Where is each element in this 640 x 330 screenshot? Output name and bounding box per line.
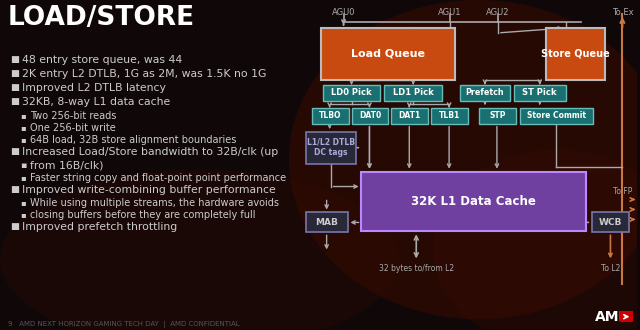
Bar (514, 85, 566, 101)
Text: One 256-bit write: One 256-bit write (30, 123, 116, 133)
Text: To Ex: To Ex (612, 8, 633, 17)
Text: LD0 Pick: LD0 Pick (332, 88, 372, 97)
Text: AGU0: AGU0 (332, 8, 355, 17)
Text: ST Pick: ST Pick (522, 88, 557, 97)
Text: LOAD/STORE: LOAD/STORE (8, 5, 195, 31)
Ellipse shape (0, 170, 398, 330)
Bar (391, 108, 428, 124)
Text: ■: ■ (10, 147, 19, 156)
Text: While using multiple streams, the hardware avoids: While using multiple streams, the hardwa… (30, 198, 279, 209)
Text: ■: ■ (10, 222, 19, 231)
Text: MAB: MAB (315, 218, 338, 227)
Text: ▪: ▪ (20, 123, 26, 132)
Text: LD1 Pick: LD1 Pick (393, 88, 434, 97)
Text: Improved prefetch throttling: Improved prefetch throttling (22, 222, 177, 232)
Bar (431, 108, 468, 124)
Text: ▪: ▪ (20, 111, 26, 120)
Text: closing buffers before they are completely full: closing buffers before they are complete… (30, 211, 255, 220)
Text: STP: STP (489, 111, 506, 120)
Bar (306, 132, 355, 164)
Text: 9   AMD NEXT HORIZON GAMING TECH DAY  |  AMD CONFIDENTIAL: 9 AMD NEXT HORIZON GAMING TECH DAY | AMD… (8, 321, 239, 328)
Text: DAT1: DAT1 (399, 111, 421, 120)
Text: ▪: ▪ (20, 198, 26, 208)
Text: ■: ■ (10, 97, 19, 106)
Text: Load Queue: Load Queue (351, 49, 425, 59)
Bar (520, 108, 593, 124)
Ellipse shape (289, 0, 640, 319)
Text: AGU2: AGU2 (486, 8, 509, 17)
Text: 32K L1 Data Cache: 32K L1 Data Cache (411, 195, 536, 208)
Text: TLBO: TLBO (319, 111, 341, 120)
Text: ▪: ▪ (20, 211, 26, 219)
Text: Increased Load/Store bandwidth to 32B/clk (up: Increased Load/Store bandwidth to 32B/cl… (22, 147, 278, 157)
Bar (312, 108, 349, 124)
Text: 32 bytes to/from L2: 32 bytes to/from L2 (379, 264, 454, 273)
Bar (479, 108, 516, 124)
Bar (460, 85, 510, 101)
Text: ▪: ▪ (20, 161, 26, 170)
Text: 32KB, 8-way L1 data cache: 32KB, 8-way L1 data cache (22, 97, 170, 107)
Bar (306, 213, 348, 232)
Bar (546, 28, 605, 80)
Text: 48 entry store queue, was 44: 48 entry store queue, was 44 (22, 55, 182, 65)
Bar (321, 28, 455, 80)
Text: Store Queue: Store Queue (541, 49, 610, 59)
Bar (362, 172, 586, 231)
Text: ▪: ▪ (20, 173, 26, 182)
Text: from 16B/clk): from 16B/clk) (30, 161, 104, 171)
Bar (591, 213, 629, 232)
Text: Improved L2 DTLB latency: Improved L2 DTLB latency (22, 83, 166, 93)
Text: WCB: WCB (599, 218, 622, 227)
Text: ▪: ▪ (20, 135, 26, 144)
Bar (620, 311, 634, 322)
Text: ■: ■ (10, 83, 19, 92)
Ellipse shape (433, 149, 640, 330)
Text: Faster string copy and float-point point performance: Faster string copy and float-point point… (30, 173, 286, 182)
Text: L1/L2 DTLB
DC tags: L1/L2 DTLB DC tags (307, 138, 355, 157)
Text: Prefetch: Prefetch (466, 88, 504, 97)
Text: Two 256-bit reads: Two 256-bit reads (30, 111, 116, 121)
Bar (385, 85, 442, 101)
Bar (323, 85, 380, 101)
Text: TLB1: TLB1 (439, 111, 460, 120)
Text: To FP: To FP (613, 187, 632, 196)
Text: DAT0: DAT0 (359, 111, 381, 120)
Text: 64B load, 32B store alignment boundaries: 64B load, 32B store alignment boundaries (30, 135, 236, 145)
Text: ■: ■ (10, 69, 19, 78)
Text: Improved write-combining buffer performance: Improved write-combining buffer performa… (22, 184, 276, 194)
Bar (351, 108, 388, 124)
Text: AMD: AMD (595, 310, 630, 324)
Text: 2K entry L2 DTLB, 1G as 2M, was 1.5K no 1G: 2K entry L2 DTLB, 1G as 2M, was 1.5K no … (22, 69, 266, 79)
Text: Store Commit: Store Commit (527, 111, 586, 120)
Text: AGU1: AGU1 (438, 8, 462, 17)
Text: ■: ■ (10, 184, 19, 193)
Text: To L2: To L2 (601, 264, 620, 273)
Text: ■: ■ (10, 55, 19, 64)
